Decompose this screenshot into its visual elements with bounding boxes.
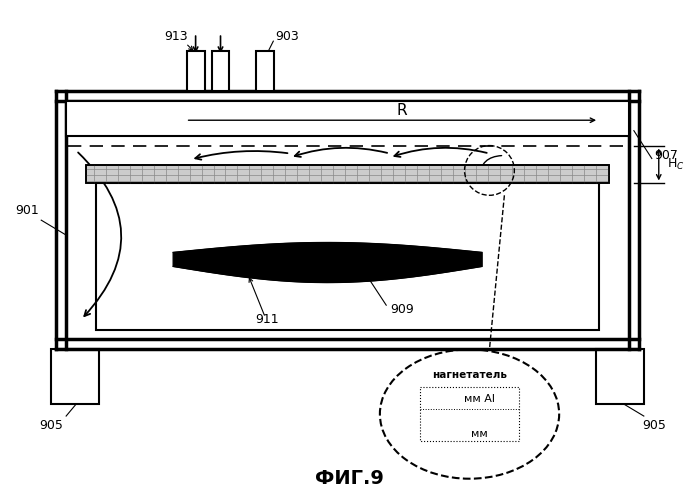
Text: 905: 905 — [39, 419, 63, 432]
Text: 905: 905 — [642, 419, 665, 432]
Text: нагнетатель: нагнетатель — [432, 370, 507, 380]
Bar — [257, 51, 274, 91]
Bar — [212, 51, 229, 91]
Text: R: R — [397, 103, 408, 118]
Bar — [51, 349, 99, 404]
Text: 911: 911 — [255, 313, 279, 326]
Polygon shape — [173, 243, 482, 282]
Text: 907: 907 — [654, 149, 677, 162]
Text: 901: 901 — [15, 204, 39, 217]
Text: ФИГ.9: ФИГ.9 — [315, 469, 384, 488]
Bar — [86, 166, 609, 183]
Text: 913: 913 — [164, 30, 187, 43]
Bar — [596, 349, 644, 404]
Text: 903: 903 — [275, 30, 299, 43]
Text: мм Al: мм Al — [464, 394, 495, 404]
Bar — [96, 183, 599, 330]
Text: H$_C$: H$_C$ — [667, 157, 684, 172]
Bar — [66, 101, 629, 136]
Text: 909: 909 — [390, 303, 414, 316]
Bar — [419, 387, 519, 441]
Text: мм: мм — [471, 429, 488, 439]
Bar — [86, 166, 609, 183]
Bar — [187, 51, 205, 91]
